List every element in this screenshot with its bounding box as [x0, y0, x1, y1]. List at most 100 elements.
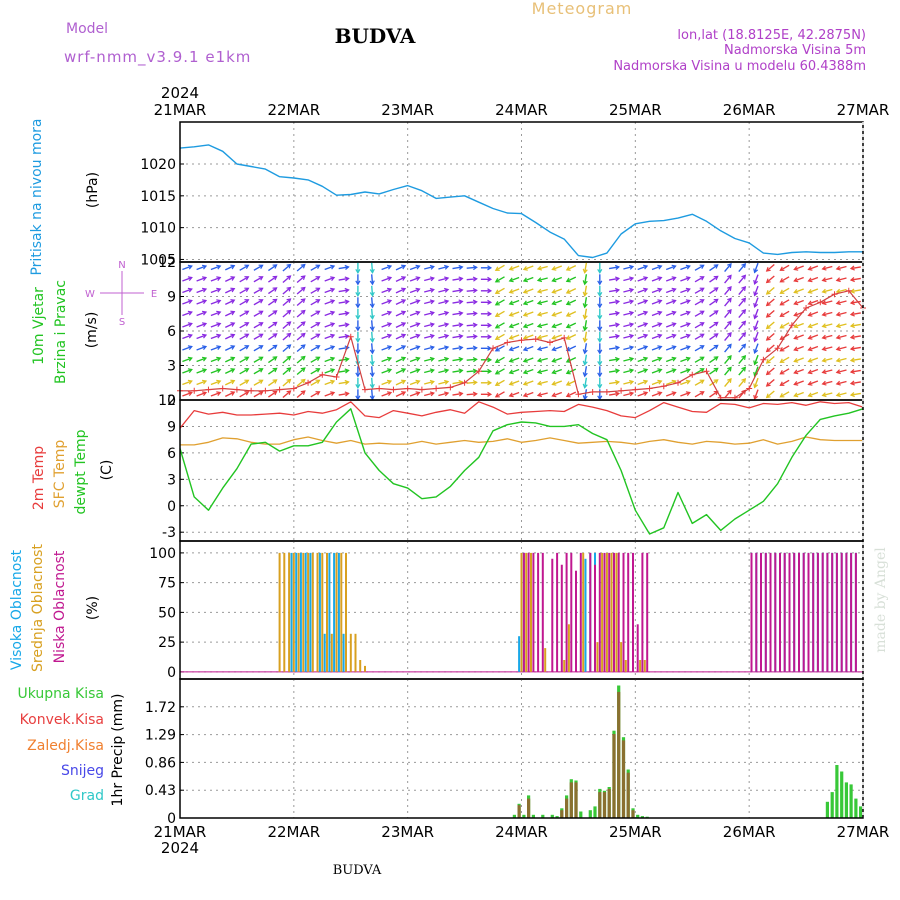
wind-arrow-head: [458, 368, 464, 374]
wind-arrow: [381, 311, 392, 317]
wind-arrow-head: [244, 333, 250, 339]
wind-arrow-head: [401, 322, 407, 327]
wind-arrow: [822, 357, 833, 362]
wind-arrow: [552, 368, 563, 374]
wind-arrow-head: [330, 333, 336, 339]
wind-arrow-head: [657, 345, 663, 350]
wind-arrow-head: [614, 356, 621, 362]
wind-arrow-head: [779, 393, 785, 398]
wind-arrow-head: [522, 358, 528, 363]
wind-arrow: [724, 389, 732, 399]
wind-arrow-head: [244, 345, 250, 350]
wind-arrow: [523, 334, 534, 340]
wind-speed-marker: [788, 322, 795, 329]
wind-arrow: [780, 391, 790, 398]
precip-bar-convective: [569, 782, 573, 818]
wind-arrow: [822, 300, 833, 305]
wind-arrow-head: [753, 394, 759, 400]
precip-bar-total: [550, 814, 554, 818]
pressure-ylabel: Pritisak na nivou mora: [29, 118, 45, 275]
wind-arrow-head: [315, 299, 321, 304]
wind-arrow-head: [429, 287, 435, 293]
wind-arrow: [395, 264, 406, 271]
wind-arrow-head: [429, 299, 435, 305]
wind-arrow: [709, 264, 719, 272]
wind-arrow-head: [835, 300, 841, 306]
wind-arrow: [523, 288, 534, 294]
wind-arrow: [753, 389, 759, 400]
wind-arrow-head: [582, 372, 588, 378]
wind-arrow: [709, 298, 719, 306]
wind-arrow-head: [629, 276, 635, 282]
wind-arrow: [623, 265, 634, 270]
wind-arrow-head: [258, 368, 264, 373]
wind-arrow: [310, 345, 320, 352]
wind-speed-marker: [361, 386, 368, 393]
wind-arrow-head: [429, 310, 435, 316]
wind-arrow: [338, 266, 349, 270]
wind-arrow-head: [315, 356, 321, 361]
wind-arrow-head: [849, 380, 855, 386]
precip-bar-total: [541, 814, 545, 818]
wind-arrow-head: [629, 333, 635, 339]
wind-speed-marker: [546, 339, 553, 346]
wind-arrow-head: [458, 287, 464, 293]
wind-arrow: [608, 358, 620, 362]
wind-arrow: [268, 356, 277, 364]
wind-arrow: [766, 321, 775, 330]
wind-arrow-head: [330, 368, 336, 373]
wind-arrow: [452, 369, 463, 373]
wind-arrow-head: [582, 291, 588, 297]
wind-arrow-head: [415, 345, 421, 350]
wind-arrow: [381, 288, 392, 294]
wind-arrow: [766, 286, 775, 295]
product-title: Meteogram: [532, 0, 633, 18]
wind-ylabel: 10m Vjetar: [31, 287, 47, 365]
wind-arrow-head: [472, 288, 478, 294]
wind-arrow: [268, 310, 277, 318]
wind-arrow: [424, 311, 434, 316]
wind-arrow: [608, 392, 620, 396]
wind-arrow: [338, 358, 349, 362]
wind-arrow-head: [415, 356, 421, 362]
wind-arrow-head: [330, 391, 336, 396]
wind-arrow: [253, 391, 263, 398]
wind-arrow-head: [536, 265, 543, 271]
wind-arrow-head: [629, 322, 635, 328]
wind-arrow: [566, 333, 577, 340]
wind-arrow: [753, 262, 759, 273]
wind-arrow-head: [401, 287, 407, 293]
wind-arrow-head: [330, 264, 336, 270]
wind-arrow-head: [643, 310, 649, 316]
wind-arrow-head: [458, 264, 464, 270]
ytick-label-2-5: 12: [158, 393, 176, 409]
wind-arrow-head: [494, 266, 500, 271]
wind-arrow-head: [201, 368, 208, 373]
wind-arrow: [296, 321, 306, 330]
wind-arrow-head: [415, 368, 421, 373]
wind-arrow-head: [315, 379, 321, 384]
wind-arrow: [239, 379, 249, 386]
wind-arrow-head: [727, 366, 732, 372]
wind-arrow: [637, 322, 648, 328]
wind-arrow: [409, 357, 420, 363]
wind-speed-marker: [233, 386, 240, 393]
wind-arrow: [780, 368, 790, 375]
wind-arrow: [552, 334, 563, 340]
wind-arrow-head: [849, 288, 855, 294]
wind-arrow-head: [741, 343, 747, 349]
wind-arrow: [282, 309, 291, 318]
wind-arrow: [623, 369, 634, 374]
wind-arrow-head: [741, 366, 747, 372]
wind-arrow: [724, 309, 732, 319]
wind-arrow-head: [286, 367, 292, 372]
wind-arrow: [509, 357, 520, 363]
wind-arrow: [438, 380, 449, 385]
wind-arrow-head: [821, 380, 827, 386]
wind-arrow: [282, 367, 291, 376]
wind-arrow-head: [244, 379, 250, 385]
wind-arrow: [424, 265, 434, 270]
wind-arrow-head: [821, 300, 827, 306]
wind-arrow: [566, 379, 577, 386]
wind-arrow: [780, 276, 790, 283]
